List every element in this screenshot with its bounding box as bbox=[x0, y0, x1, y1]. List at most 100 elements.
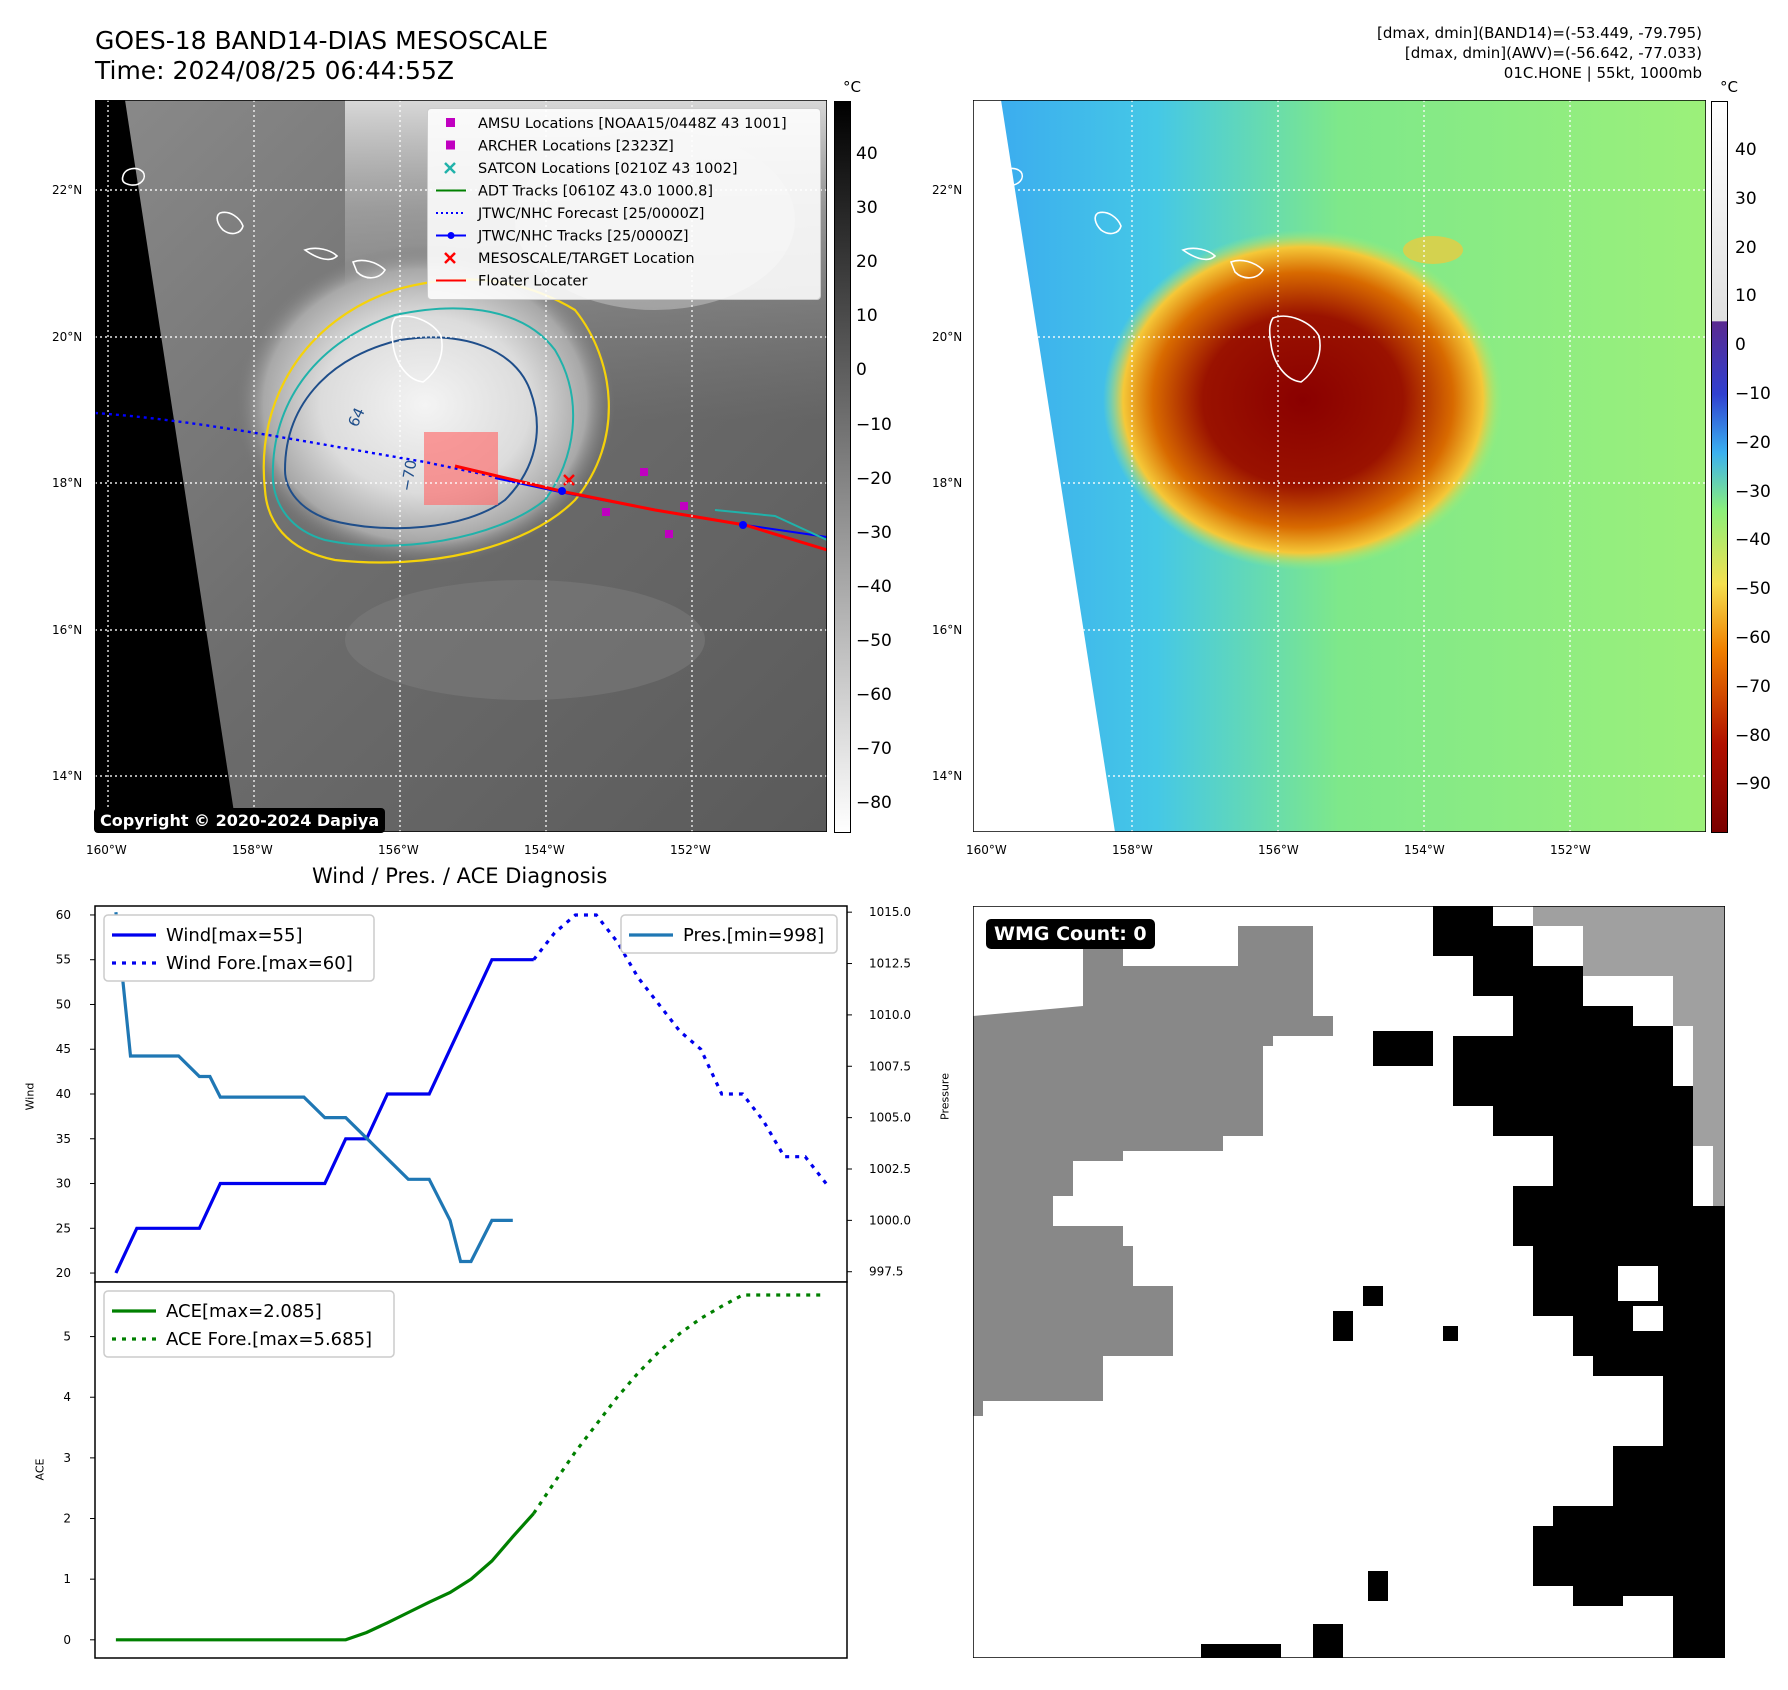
lon-label-156w-right: 156°W bbox=[1258, 843, 1299, 857]
coastline bbox=[121, 167, 443, 383]
lon-label-160w-right: 160°W bbox=[966, 843, 1007, 857]
colorbar-tick-label: 0 bbox=[1735, 335, 1746, 356]
series-line-ace-fore-max-5-685- bbox=[532, 1293, 827, 1515]
colorbar-tick-label: −50 bbox=[856, 630, 892, 651]
wind-tick-label: 40 bbox=[56, 1087, 71, 1101]
left-colorbar bbox=[834, 101, 851, 833]
colorbar-tick-label: −60 bbox=[856, 685, 892, 705]
copyright-badge: Copyright © 2020-2024 Dapiya bbox=[94, 808, 386, 833]
colorbar-tick-label: −40 bbox=[856, 576, 892, 597]
chart-legend: ACE[max=2.085] ACE Fore.[max=5.685] bbox=[103, 1290, 395, 1358]
legend-entry-5: JTWC/NHC Tracks [25/0000Z] bbox=[436, 229, 689, 245]
wind-tick-label: 20 bbox=[56, 1266, 71, 1280]
legend-label: ADT Tracks [0610Z 43.0 1000.8] bbox=[478, 184, 713, 200]
wind-tick-label: 50 bbox=[56, 997, 71, 1011]
info-awv: [dmax, dmin](AWV)=(-56.642, -77.033) bbox=[1404, 44, 1702, 62]
colorbar-tick-label: 30 bbox=[856, 198, 878, 219]
legend-label: ARCHER Locations [2323Z] bbox=[478, 139, 674, 155]
lat-label-16n: 16°N bbox=[52, 623, 83, 637]
legend-frame bbox=[103, 914, 375, 982]
colorbar-tick-label: −30 bbox=[856, 522, 892, 543]
legend-label: MESOSCALE/TARGET Location bbox=[478, 251, 695, 267]
legend-text: Wind[max=55] bbox=[166, 925, 303, 946]
wind-tick-label: 35 bbox=[56, 1132, 71, 1146]
legend-square-marker bbox=[446, 118, 455, 127]
series-line-ace-max-2-085- bbox=[115, 1512, 535, 1642]
legend-text: Wind Fore.[max=60] bbox=[166, 953, 353, 974]
wind-tick-label: 30 bbox=[56, 1177, 71, 1191]
lat-label-14n: 14°N bbox=[52, 769, 83, 783]
colorbar-tick-label: 10 bbox=[856, 306, 878, 327]
lat-label-20n: 20°N bbox=[52, 330, 83, 344]
lon-label-152w: 152°W bbox=[670, 843, 711, 857]
series-line-wind-max-55- bbox=[114, 958, 534, 1274]
legend-label: JTWC/NHC Tracks [25/0000Z] bbox=[477, 229, 689, 245]
lon-label-154w-right: 154°W bbox=[1404, 843, 1445, 857]
colorbar-tick-label: 10 bbox=[1735, 286, 1757, 307]
colorbar-tick-label: −30 bbox=[1735, 481, 1771, 502]
pressure-tick-label: 1010.0 bbox=[869, 1008, 911, 1022]
right-colorbar bbox=[1711, 101, 1728, 833]
ace-tick-label: 0 bbox=[63, 1633, 71, 1647]
colorbar-tick-label: −70 bbox=[1735, 676, 1771, 697]
legend-text: Pres.[min=998] bbox=[683, 925, 824, 946]
colorbar-tick-label: −80 bbox=[856, 793, 892, 814]
legend-text: ACE[max=2.085] bbox=[166, 1301, 322, 1322]
colorbar-tick-label: 20 bbox=[856, 252, 878, 273]
wind-tick-label: 60 bbox=[56, 908, 71, 922]
ace-tick-label: 2 bbox=[63, 1512, 71, 1526]
legend-entry-7: Floater Locater bbox=[436, 274, 587, 290]
lon-label-160w: 160°W bbox=[86, 843, 127, 857]
pressure-tick-label: 1012.5 bbox=[869, 957, 911, 971]
legend-entry-3: ADT Tracks [0610Z 43.0 1000.8] bbox=[436, 184, 713, 200]
pressure-tick-label: 997.5 bbox=[869, 1265, 903, 1279]
legend-x-marker bbox=[444, 162, 456, 174]
colorbar-tick-label: 40 bbox=[1735, 140, 1757, 160]
colorbar-tick-label: −70 bbox=[856, 739, 892, 760]
colorbar-tick-label: −50 bbox=[1735, 579, 1771, 600]
colorbar-tick-label: 40 bbox=[856, 144, 878, 164]
legend-entry-4: JTWC/NHC Forecast [25/0000Z] bbox=[436, 206, 704, 222]
diagnosis-chart: 6055504540353025201015.01012.51010.01007… bbox=[56, 905, 911, 1659]
chart-legend: Pres.[min=998] bbox=[620, 914, 838, 954]
lon-label-152w-right: 152°W bbox=[1550, 843, 1591, 857]
colorbar-tick-label: −90 bbox=[1735, 774, 1771, 795]
ace-tick-label: 1 bbox=[63, 1572, 71, 1586]
info-band14: [dmax, dmin](BAND14)=(-53.449, -79.795) bbox=[1377, 24, 1702, 42]
wmg-count-badge: WMG Count: 0 bbox=[986, 919, 1155, 949]
lat-label-14n-right: 14°N bbox=[932, 769, 963, 783]
pressure-tick-label: 1015.0 bbox=[869, 905, 911, 919]
lon-label-156w: 156°W bbox=[378, 843, 419, 857]
lat-label-22n: 22°N bbox=[52, 183, 83, 197]
pressure-tick-label: 1002.5 bbox=[869, 1162, 911, 1176]
lon-label-154w: 154°W bbox=[524, 843, 565, 857]
colorbar-tick-label: 20 bbox=[1735, 237, 1757, 258]
ace-tick-label: 5 bbox=[63, 1330, 71, 1344]
figure-title: GOES-18 BAND14-DIAS MESOSCALE Time: 2024… bbox=[95, 26, 548, 86]
colorbar-tick-label: −60 bbox=[1735, 628, 1771, 648]
lat-label-20n-right: 20°N bbox=[932, 330, 963, 344]
legend-x-marker bbox=[444, 252, 456, 264]
right-colorbar-unit: °C bbox=[1720, 78, 1738, 96]
gridlines-right bbox=[973, 100, 1706, 832]
chart-legend: Wind[max=55] Wind Fore.[max=60] bbox=[103, 914, 375, 982]
diagnosis-title: Wind / Pres. / ACE Diagnosis bbox=[312, 864, 608, 888]
legend-entry-1: ARCHER Locations [2323Z] bbox=[446, 139, 674, 155]
pressure-tick-label: 1005.0 bbox=[869, 1111, 911, 1125]
colorbar-tick-label: 30 bbox=[1735, 188, 1757, 209]
map-legend-markers: AMSU Locations [NOAA15/0448Z 43 1001] ARC… bbox=[436, 116, 787, 290]
wind-tick-label: 45 bbox=[56, 1042, 71, 1056]
ace-tick-label: 4 bbox=[63, 1390, 71, 1404]
pressure-axis-label: Pressure bbox=[938, 1073, 952, 1120]
title-line-2: Time: 2024/08/25 06:44:55Z bbox=[95, 56, 454, 85]
lat-label-22n-right: 22°N bbox=[932, 183, 963, 197]
legend-dot bbox=[447, 232, 455, 239]
wind-tick-label: 25 bbox=[56, 1221, 71, 1235]
title-line-1: GOES-18 BAND14-DIAS MESOSCALE bbox=[95, 26, 549, 55]
colorbar-tick-label: −10 bbox=[1735, 384, 1771, 404]
legend-text: ACE Fore.[max=5.685] bbox=[166, 1329, 372, 1350]
legend-label: JTWC/NHC Forecast [25/0000Z] bbox=[477, 206, 704, 222]
colorbar-tick-label: 0 bbox=[856, 360, 867, 381]
wind-axis-label: Wind bbox=[23, 1082, 37, 1111]
lon-label-158w-right: 158°W bbox=[1112, 843, 1153, 857]
